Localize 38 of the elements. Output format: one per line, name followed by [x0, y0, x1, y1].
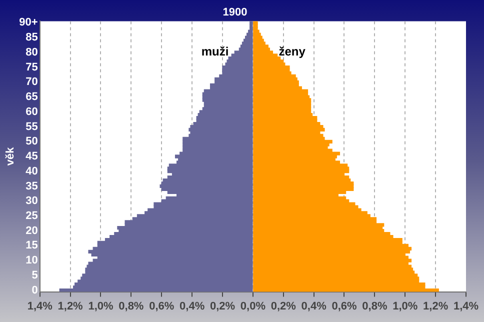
- y-tick-label: 40: [26, 165, 38, 178]
- x-tick-label: 0,2%: [210, 300, 236, 312]
- y-tick-label: 10: [26, 254, 38, 267]
- y-tick-label: 50: [26, 136, 38, 148]
- y-tick-label: 60: [26, 106, 38, 118]
- y-tick-label: 35: [26, 180, 38, 192]
- x-tick-label: 0,8%: [362, 300, 388, 312]
- x-tick-label: 1,2%: [58, 300, 84, 312]
- y-tick-label: 85: [26, 32, 38, 44]
- y-tick-label: 5: [32, 269, 38, 282]
- x-tick-label: 1,4%: [27, 300, 53, 312]
- x-tick-label: 0,4%: [301, 300, 327, 312]
- y-tick-label: 55: [26, 120, 38, 133]
- y-axis-title: věk: [4, 146, 17, 166]
- y-tick-label: 15: [26, 240, 38, 252]
- x-tick-label: 0,8%: [118, 300, 144, 312]
- series-label: muži: [201, 44, 229, 59]
- x-tick-label: 1,0%: [88, 300, 114, 312]
- y-tick-label: 25: [26, 210, 38, 222]
- x-tick-label: 0,2%: [270, 300, 296, 312]
- y-tick-label: 75: [26, 61, 38, 74]
- y-tick-label: 0: [32, 284, 38, 296]
- y-tick-label: 80: [26, 46, 38, 58]
- x-tick-label: 0,6%: [149, 300, 174, 312]
- x-tick-label: 0,4%: [180, 300, 205, 312]
- y-tick-label: 20: [26, 224, 38, 237]
- x-tick-label: 1,2%: [423, 300, 448, 312]
- x-tick-label: 0,0%: [240, 300, 266, 312]
- y-tick-label: 65: [26, 91, 38, 104]
- x-tick-label: 0,6%: [332, 300, 357, 312]
- x-tick-label: 1,4%: [453, 300, 479, 312]
- chart-title: 1900: [222, 6, 248, 19]
- y-tick-label: 90+: [19, 16, 38, 29]
- y-tick-label: 30: [26, 195, 38, 208]
- y-tick-label: 45: [26, 150, 38, 163]
- y-tick-label: 70: [26, 76, 38, 88]
- x-tick-label: 1,0%: [392, 300, 418, 312]
- series-label: ženy: [278, 44, 306, 59]
